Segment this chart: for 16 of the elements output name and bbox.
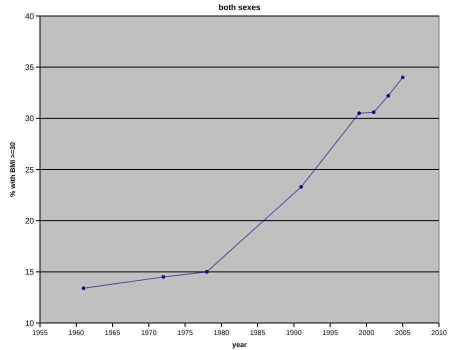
y-tick-label: 15 bbox=[25, 268, 35, 277]
point bbox=[400, 76, 405, 80]
point bbox=[372, 110, 376, 114]
y-tick-label: 40 bbox=[25, 12, 35, 21]
point bbox=[357, 111, 361, 115]
chart-title: both sexes bbox=[218, 3, 261, 12]
y-tick-label: 10 bbox=[25, 318, 35, 328]
y-tick-label: 20 bbox=[25, 216, 35, 226]
point bbox=[205, 270, 209, 274]
y-tick-label: 30 bbox=[25, 114, 35, 124]
y-tick-label: 25 bbox=[25, 165, 35, 174]
point bbox=[162, 275, 166, 279]
y-tick-label: 35 bbox=[25, 62, 35, 72]
point bbox=[299, 185, 303, 189]
point bbox=[82, 286, 86, 290]
point bbox=[386, 94, 390, 98]
